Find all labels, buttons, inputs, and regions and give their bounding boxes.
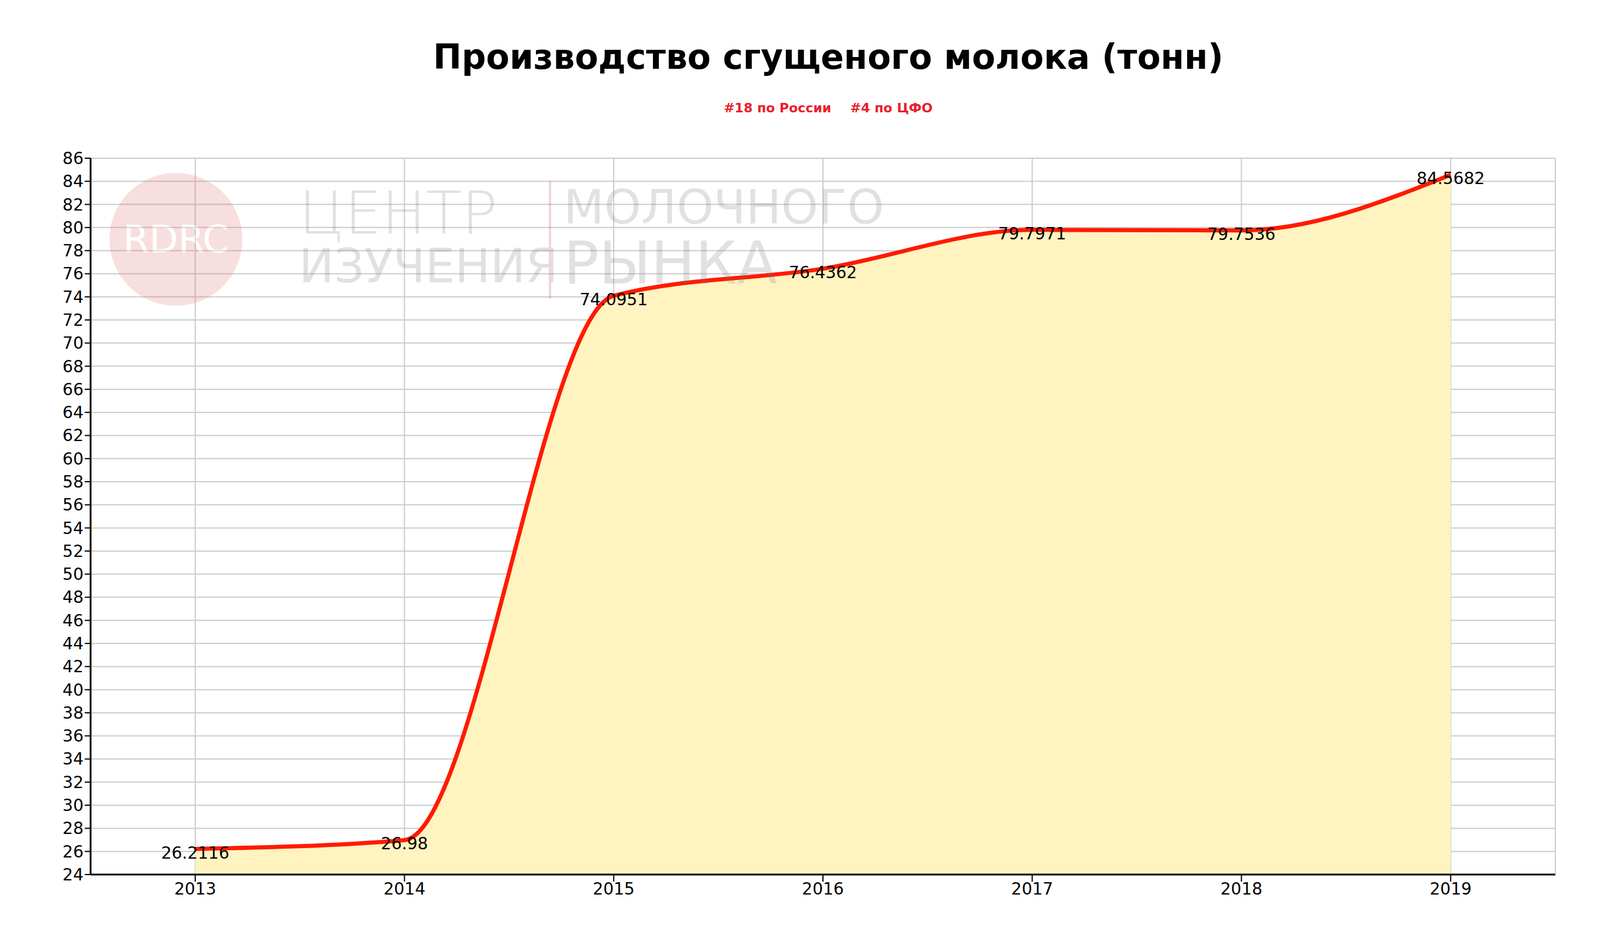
svg-text:2015: 2015 bbox=[592, 879, 635, 899]
svg-text:79.7971: 79.7971 bbox=[998, 224, 1067, 244]
svg-text:76: 76 bbox=[62, 264, 84, 284]
svg-text:79.7536: 79.7536 bbox=[1207, 224, 1276, 245]
svg-text:26: 26 bbox=[62, 842, 84, 862]
svg-text:54: 54 bbox=[62, 518, 84, 539]
svg-text:36: 36 bbox=[62, 726, 84, 746]
svg-text:76.4362: 76.4362 bbox=[788, 262, 858, 283]
svg-text:78: 78 bbox=[62, 241, 84, 261]
svg-text:2014: 2014 bbox=[383, 879, 426, 899]
svg-text:2016: 2016 bbox=[801, 879, 844, 899]
svg-text:82: 82 bbox=[62, 195, 84, 215]
svg-text:26.2116: 26.2116 bbox=[161, 843, 230, 863]
svg-text:52: 52 bbox=[62, 541, 84, 562]
svg-text:64: 64 bbox=[62, 402, 84, 423]
svg-text:72: 72 bbox=[62, 310, 84, 330]
svg-text:56: 56 bbox=[62, 495, 84, 515]
svg-text:24: 24 bbox=[62, 865, 84, 885]
svg-text:84.5682: 84.5682 bbox=[1416, 168, 1485, 189]
svg-text:42: 42 bbox=[62, 657, 84, 677]
svg-text:32: 32 bbox=[62, 772, 84, 793]
svg-text:58: 58 bbox=[62, 472, 84, 492]
svg-text:50: 50 bbox=[62, 564, 84, 585]
svg-text:26.98: 26.98 bbox=[380, 834, 428, 854]
svg-text:2013: 2013 bbox=[174, 879, 216, 899]
svg-text:80: 80 bbox=[62, 218, 84, 238]
svg-text:2019: 2019 bbox=[1430, 879, 1472, 899]
svg-text:84: 84 bbox=[62, 171, 84, 192]
svg-text:28: 28 bbox=[62, 818, 84, 839]
svg-text:38: 38 bbox=[62, 703, 84, 723]
svg-text:34: 34 bbox=[62, 749, 84, 769]
svg-text:40: 40 bbox=[62, 680, 84, 700]
svg-text:30: 30 bbox=[62, 795, 84, 816]
svg-text:66: 66 bbox=[62, 380, 84, 400]
svg-text:2018: 2018 bbox=[1220, 879, 1263, 899]
svg-text:44: 44 bbox=[62, 634, 84, 654]
svg-text:74: 74 bbox=[62, 287, 84, 308]
svg-text:48: 48 bbox=[62, 587, 84, 608]
svg-text:86: 86 bbox=[62, 148, 84, 169]
svg-text:62: 62 bbox=[62, 425, 84, 446]
svg-text:60: 60 bbox=[62, 449, 84, 469]
svg-text:70: 70 bbox=[62, 333, 84, 353]
svg-text:68: 68 bbox=[62, 357, 84, 377]
svg-text:74.0951: 74.0951 bbox=[579, 290, 648, 310]
svg-text:2017: 2017 bbox=[1011, 879, 1053, 899]
svg-text:46: 46 bbox=[62, 611, 84, 631]
